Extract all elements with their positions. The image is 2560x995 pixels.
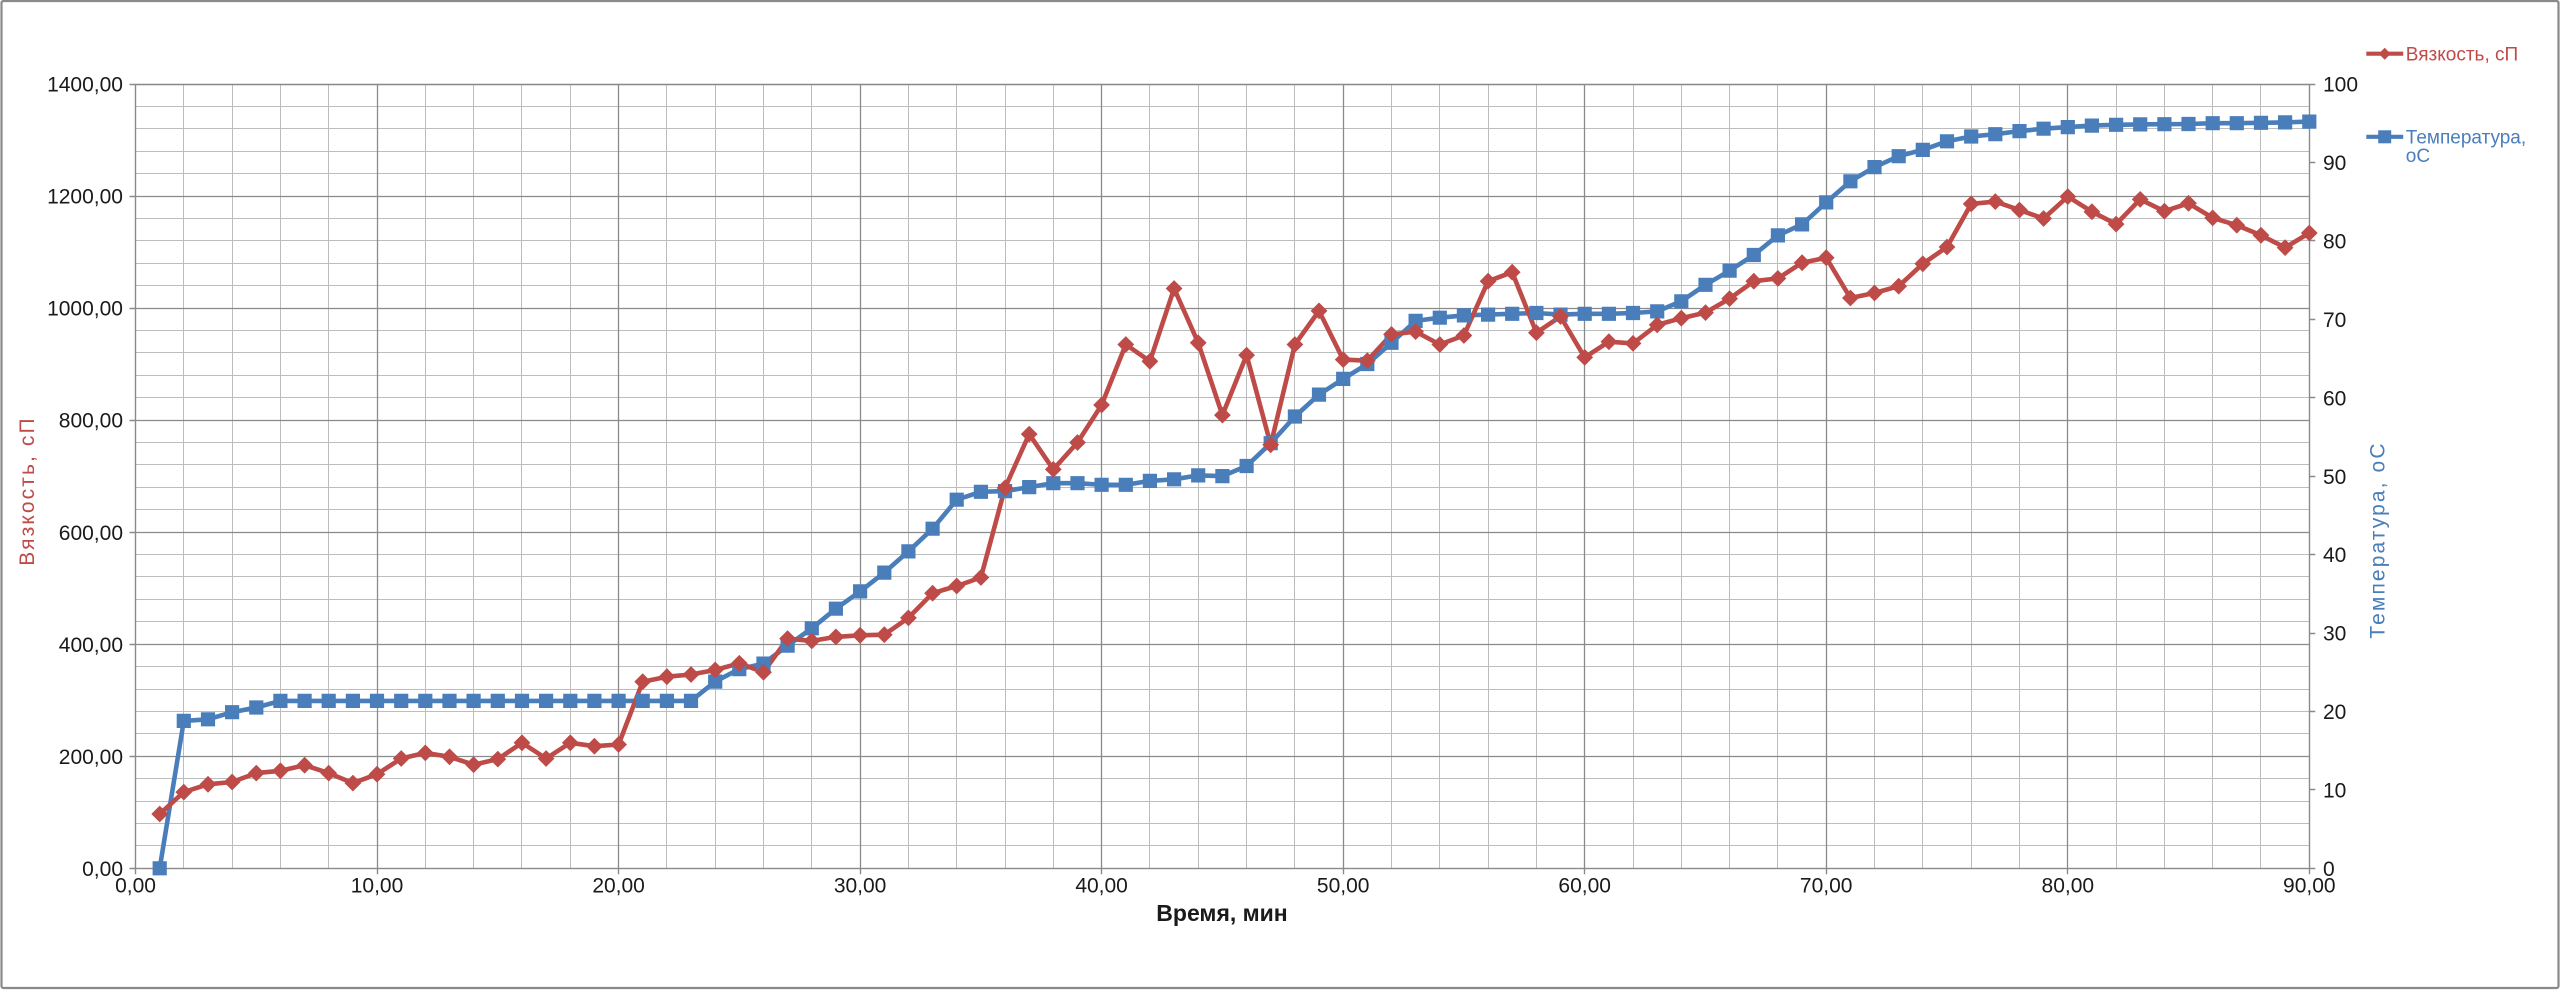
svg-text:90,00: 90,00 — [2283, 875, 2336, 898]
svg-text:50,00: 50,00 — [1317, 875, 1370, 898]
svg-text:1200,00: 1200,00 — [47, 186, 123, 209]
svg-text:400,00: 400,00 — [59, 634, 123, 657]
svg-text:50: 50 — [2323, 466, 2346, 489]
svg-text:60,00: 60,00 — [1558, 875, 1611, 898]
svg-text:Вязкость, сП: Вязкость, сП — [2406, 44, 2518, 65]
svg-text:30: 30 — [2323, 623, 2346, 646]
svg-text:40,00: 40,00 — [1075, 875, 1128, 898]
svg-text:Время, мин: Время, мин — [1156, 900, 1287, 926]
svg-text:70: 70 — [2323, 309, 2346, 332]
svg-text:Вязкость, сП: Вязкость, сП — [16, 416, 39, 565]
svg-text:60: 60 — [2323, 387, 2346, 410]
svg-text:0,00: 0,00 — [82, 858, 123, 881]
svg-text:10,00: 10,00 — [351, 875, 404, 898]
svg-text:оС: оС — [2406, 146, 2430, 167]
svg-text:90: 90 — [2323, 152, 2346, 175]
svg-text:100: 100 — [2323, 74, 2358, 97]
svg-text:Температура, оС: Температура, оС — [2367, 441, 2390, 638]
svg-text:30,00: 30,00 — [834, 875, 887, 898]
svg-text:80,00: 80,00 — [2042, 875, 2095, 898]
svg-text:1000,00: 1000,00 — [47, 298, 123, 321]
svg-text:10: 10 — [2323, 780, 2346, 803]
svg-text:800,00: 800,00 — [59, 410, 123, 433]
svg-text:Температура,: Температура, — [2406, 127, 2526, 148]
svg-text:20: 20 — [2323, 701, 2346, 724]
svg-text:200,00: 200,00 — [59, 746, 123, 769]
svg-text:1400,00: 1400,00 — [47, 74, 123, 97]
svg-text:0,00: 0,00 — [115, 875, 156, 898]
svg-text:80: 80 — [2323, 231, 2346, 254]
svg-text:600,00: 600,00 — [59, 522, 123, 545]
svg-text:0: 0 — [2323, 858, 2335, 881]
svg-text:70,00: 70,00 — [1800, 875, 1853, 898]
svg-text:20,00: 20,00 — [592, 875, 645, 898]
svg-text:40: 40 — [2323, 544, 2346, 567]
